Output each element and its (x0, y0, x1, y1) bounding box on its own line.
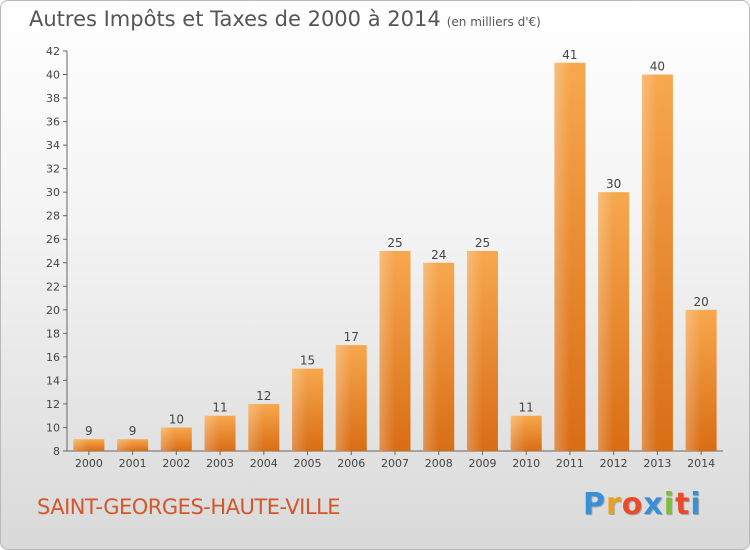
x-tick-label: 2002 (162, 457, 190, 470)
y-tick-label: 10 (46, 421, 60, 434)
bar-highlight (423, 262, 439, 451)
y-tick-label: 14 (46, 374, 60, 387)
x-tick-label: 2010 (512, 457, 540, 470)
x-tick-label: 2005 (294, 457, 322, 470)
x-tick-label: 2007 (381, 457, 409, 470)
logo-letter: i (690, 487, 702, 522)
x-tick-label: 2008 (425, 457, 453, 470)
y-tick-label: 32 (46, 163, 60, 176)
logo-letter: t (675, 487, 691, 522)
chart-subtitle: (en milliers d'€) (446, 15, 541, 29)
x-tick-label: 2012 (600, 457, 628, 470)
bar-highlight (554, 62, 570, 451)
bar-highlight (685, 309, 702, 451)
bar-highlight (73, 439, 89, 451)
logo-letter: i (663, 487, 676, 522)
data-label: 40 (650, 60, 665, 74)
proxiti-logo: Proxiti (583, 487, 702, 522)
y-tick-label: 22 (46, 280, 60, 293)
chart-data-labels: 9 9 10 11 12 15 17 25 24 25 11 41 30 40 20 (85, 48, 709, 438)
y-tick-label: 18 (46, 327, 60, 340)
bar-highlight (335, 345, 352, 451)
commune-name: SAINT-GEORGES-HAUTE-VILLE (37, 495, 341, 519)
x-tick-label: 2000 (75, 457, 103, 470)
data-label: 20 (693, 295, 708, 309)
x-tick-label: 2014 (687, 457, 715, 470)
y-tick-label: 34 (46, 139, 60, 152)
bar-highlight (466, 251, 483, 451)
x-tick-label: 2004 (250, 457, 278, 470)
x-tick-label: 2006 (337, 457, 365, 470)
chart-bars (73, 62, 717, 452)
y-tick-label: 40 (46, 69, 60, 82)
y-tick-label: 38 (46, 92, 60, 105)
chart-title-text: Autres Impôts et Taxes de 2000 à 2014 (29, 7, 441, 31)
data-label: 9 (129, 424, 137, 438)
logo-letter: P (583, 487, 606, 522)
data-label: 25 (475, 236, 490, 250)
data-label: 17 (344, 330, 359, 344)
y-tick-label: 12 (46, 398, 60, 411)
logo-letter: x (643, 487, 664, 522)
x-tick-label: 2011 (556, 457, 584, 470)
x-tick-label: 2003 (206, 457, 234, 470)
logo-letter: r (606, 487, 622, 522)
data-label: 12 (256, 389, 271, 403)
bar-highlight (510, 415, 527, 451)
y-tick-label: 42 (46, 45, 60, 58)
logo-letter: o (621, 487, 644, 522)
data-label: 9 (85, 424, 93, 438)
data-label: 15 (300, 354, 315, 368)
bar-highlight (641, 74, 658, 451)
y-tick-label: 8 (53, 445, 60, 458)
y-tick-label: 16 (46, 351, 60, 364)
y-tick-label: 28 (46, 210, 60, 223)
y-tick-label: 20 (46, 304, 60, 317)
bar-highlight (160, 427, 177, 451)
y-tick-label: 26 (46, 233, 60, 246)
y-tick-label: 24 (46, 257, 60, 270)
bar-highlight (379, 251, 395, 451)
bar-highlight (204, 415, 221, 451)
y-tick-label: 30 (46, 186, 60, 199)
x-tick-label: 2001 (119, 457, 147, 470)
data-label: 11 (212, 401, 227, 415)
bar-highlight (248, 403, 264, 451)
data-label: 41 (562, 48, 577, 62)
data-label: 24 (431, 248, 446, 262)
bar-highlight (598, 192, 614, 452)
y-tick-label: 36 (46, 116, 60, 129)
chart-title: Autres Impôts et Taxes de 2000 à 2014 (en… (29, 7, 541, 31)
data-label: 11 (519, 401, 534, 415)
data-label: 10 (169, 412, 184, 426)
x-tick-label: 2009 (468, 457, 496, 470)
x-tick-label: 2013 (643, 457, 671, 470)
bar-highlight (117, 439, 133, 451)
chart-axes: 8 10 12 14 16 18 20 22 24 26 28 30 32 34 36 38 40 42 2000 2… (46, 45, 723, 470)
data-label: 25 (387, 236, 402, 250)
data-label: 30 (606, 177, 621, 191)
bar-highlight (292, 368, 308, 451)
